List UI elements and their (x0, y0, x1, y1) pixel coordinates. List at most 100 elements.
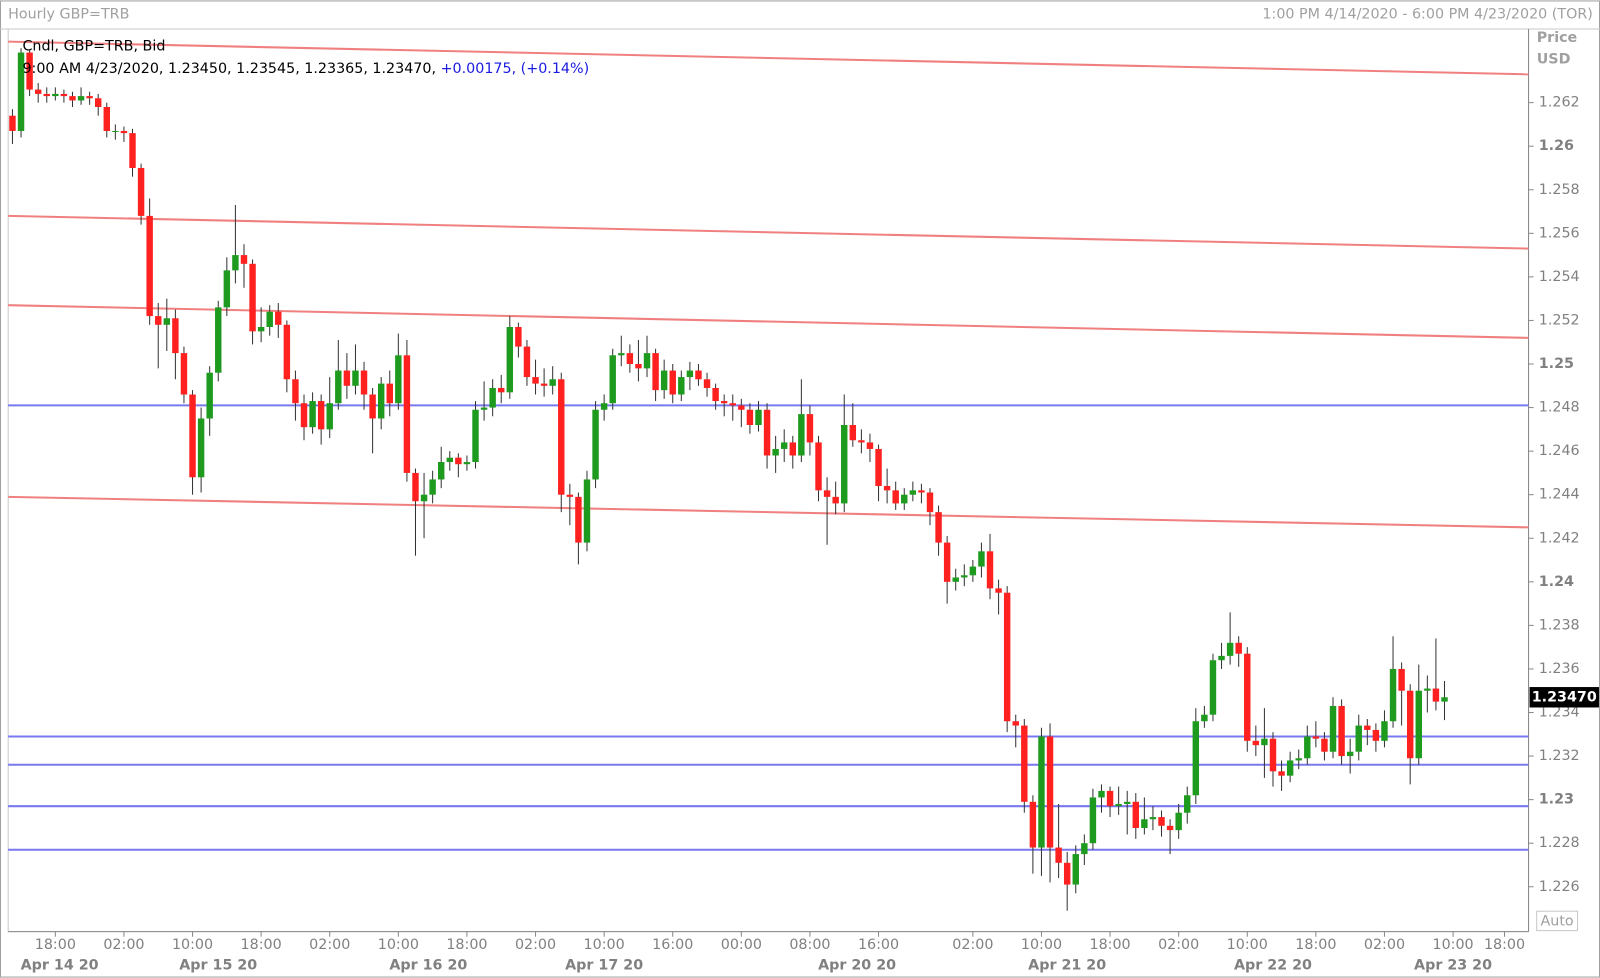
candle-body (892, 490, 899, 504)
candle-body (841, 424, 848, 504)
candle-body (1021, 725, 1028, 802)
candle-body (583, 479, 591, 543)
last-price-box (1529, 687, 1599, 708)
candle-body (1286, 760, 1294, 776)
candle-body (755, 409, 762, 425)
candle-body (1269, 738, 1277, 772)
x-tick-label: 10:00 (172, 937, 213, 953)
candle-body (206, 372, 213, 419)
candle-body (600, 403, 608, 410)
candle-body (978, 551, 985, 567)
y-tick-label: 1.23 (1539, 792, 1574, 808)
candle-body (995, 588, 1002, 593)
candle-body (575, 496, 582, 543)
candle-body (935, 512, 942, 543)
legend-change: +0.00175, (+0.14%) (441, 61, 590, 77)
candle-body (1304, 736, 1311, 759)
candle-body (283, 324, 291, 380)
candle-body (43, 93, 50, 97)
candle-body (1209, 660, 1217, 715)
candle-body (223, 270, 231, 308)
candle-body (1244, 653, 1251, 741)
x-tick-label: 02:00 (309, 937, 350, 953)
candle-body (532, 377, 539, 384)
candle-body (918, 490, 925, 493)
candle-body (1252, 740, 1260, 746)
candle-body (1192, 721, 1200, 796)
candle-body (1389, 668, 1397, 722)
candle-body (1218, 655, 1225, 661)
candle-body (763, 409, 771, 456)
candle-body (257, 326, 265, 332)
candle-body (377, 383, 385, 419)
candle-body (112, 130, 119, 132)
candle-body (592, 409, 599, 480)
candle-body (1201, 714, 1208, 722)
candle-body (455, 457, 462, 465)
candle-body (1329, 705, 1337, 752)
candle-body (1346, 751, 1354, 757)
candle-body (17, 52, 25, 131)
candle-body (326, 403, 333, 430)
candle-body (720, 401, 728, 404)
candle-body (249, 263, 256, 332)
x-tick-label: 18:00 (1484, 937, 1525, 953)
candle-body (703, 379, 711, 388)
candle-body (609, 355, 616, 404)
date-label: Apr 20 20 (818, 957, 896, 973)
candle-body (429, 479, 436, 495)
candle-body (1175, 812, 1182, 831)
candle-body (1055, 847, 1062, 863)
x-tick-label: 18:00 (35, 937, 76, 953)
candle-body (412, 472, 419, 502)
candle-body (806, 414, 814, 443)
candle-body (712, 387, 719, 402)
date-label: Apr 14 20 (21, 957, 99, 973)
candle-body (523, 346, 531, 378)
x-tick-label: 10:00 (378, 937, 419, 953)
candle-body (1063, 862, 1071, 885)
x-tick-label: 10:00 (584, 937, 625, 953)
candle-body (566, 494, 574, 497)
legend-values: 9:00 AM 4/23/2020, 1.23450, 1.23545, 1.2… (22, 61, 436, 77)
date-label: Apr 22 20 (1234, 957, 1312, 973)
candle-body (1029, 801, 1037, 848)
auto-label[interactable]: Auto (1541, 913, 1574, 929)
candle-body (506, 326, 514, 393)
candle-body (1364, 725, 1371, 730)
candle-body (901, 494, 908, 504)
candle-body (146, 215, 153, 317)
candle-body (155, 316, 162, 325)
auto-button[interactable] (1536, 910, 1579, 932)
x-tick-label: 18:00 (446, 937, 487, 953)
chart-title: Hourly GBP=TRB (8, 7, 129, 23)
legend-line1: Cndl, GBP=TRB, Bid (22, 38, 165, 54)
candle-body (317, 401, 325, 430)
x-tick-label: 18:00 (1295, 937, 1336, 953)
candle-body (197, 418, 205, 478)
candle-body (60, 93, 68, 97)
candle-body (480, 407, 488, 410)
candle-body (52, 93, 59, 97)
date-label: Apr 21 20 (1028, 957, 1106, 973)
candle-body (1338, 705, 1345, 757)
candle-body (1089, 797, 1097, 844)
y-tick-label: 1.25 (1539, 356, 1574, 372)
x-tick-label: 08:00 (789, 937, 830, 953)
candle-body (489, 387, 496, 408)
candle-body (300, 403, 308, 428)
candle-body (1158, 817, 1165, 826)
candle-body (549, 379, 556, 386)
candle-body (163, 318, 171, 325)
x-tick-label: 02:00 (952, 937, 993, 953)
candle-body (858, 440, 865, 443)
x-tick-label: 10:00 (1227, 937, 1268, 953)
candle-body (26, 52, 33, 90)
candle-body (643, 353, 651, 369)
candle-body (232, 255, 239, 271)
y-tick-label: 1.234 (1539, 705, 1580, 721)
candle-body (746, 409, 754, 425)
x-tick-label: 16:00 (858, 937, 899, 953)
